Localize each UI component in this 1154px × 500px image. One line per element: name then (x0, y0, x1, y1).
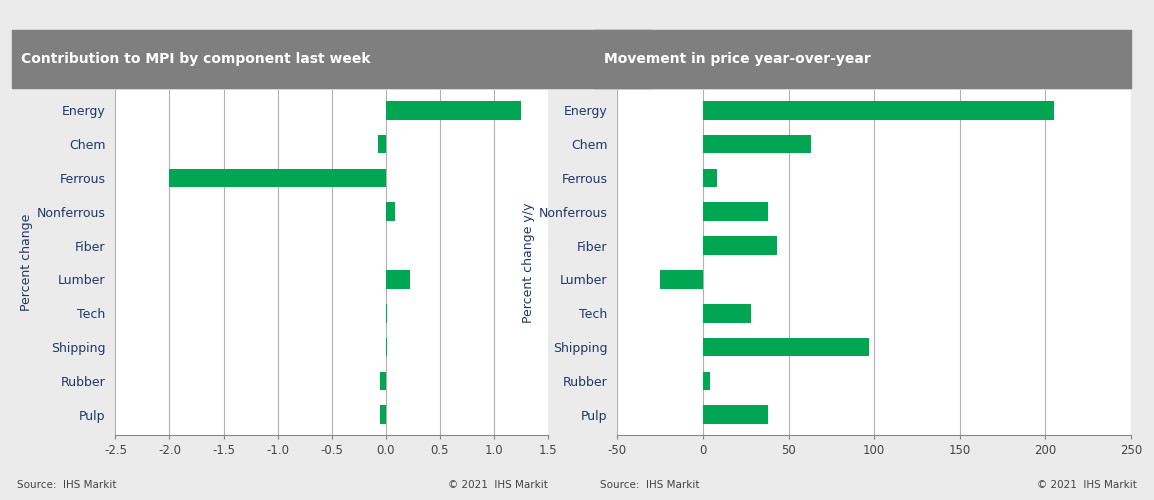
Bar (703, 101, 1054, 119)
Bar (381, 406, 385, 424)
Text: © 2021  IHS Markit: © 2021 IHS Markit (1036, 480, 1137, 490)
Text: Movement in price year-over-year: Movement in price year-over-year (604, 52, 870, 66)
Text: Source:  IHS Markit: Source: IHS Markit (17, 480, 117, 490)
Bar (385, 202, 395, 221)
Bar (703, 236, 777, 255)
Text: © 2021  IHS Markit: © 2021 IHS Markit (448, 480, 548, 490)
Y-axis label: Percent change y/y: Percent change y/y (522, 202, 534, 322)
Bar (703, 202, 769, 221)
Bar (703, 168, 717, 187)
Bar (703, 304, 751, 322)
Bar (703, 406, 769, 424)
Bar (385, 270, 410, 288)
Bar (660, 270, 703, 288)
Text: Contribution to MPI by component last week: Contribution to MPI by component last we… (21, 52, 370, 66)
Bar (381, 372, 385, 390)
Bar (703, 135, 811, 154)
Text: Source:  IHS Markit: Source: IHS Markit (600, 480, 699, 490)
Bar (379, 135, 385, 154)
Bar (703, 338, 869, 356)
Bar (385, 101, 522, 119)
Bar (170, 168, 385, 187)
Bar (703, 372, 710, 390)
Y-axis label: Percent change: Percent change (20, 214, 32, 311)
